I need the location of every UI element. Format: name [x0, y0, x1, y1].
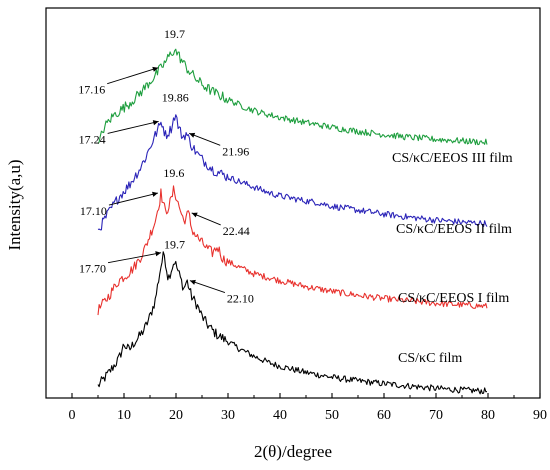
series-line	[97, 251, 488, 395]
peak-arrowhead	[189, 132, 196, 138]
peak-arrow	[107, 67, 159, 85]
peak-arrow	[189, 280, 226, 294]
series-label: CS/κC/EEOS II film	[396, 222, 512, 237]
peak-label: 17.70	[79, 262, 106, 276]
peak-label: 19.7	[164, 27, 185, 41]
peak-arrowhead	[152, 191, 158, 197]
peak-label: 19.86	[162, 90, 189, 104]
x-tick-label: 0	[69, 408, 76, 423]
x-tick-label: 50	[325, 408, 339, 423]
peak-label: 22.10	[227, 292, 254, 306]
plot-area	[45, 7, 541, 399]
peak-label: 22.44	[223, 224, 250, 238]
series-label: CS/κC/EEOS I film	[398, 291, 509, 306]
x-tick-label: 80	[481, 408, 495, 423]
series-line	[97, 48, 488, 146]
peak-arrow	[107, 120, 159, 134]
series-layer	[97, 48, 488, 395]
x-axis-title: 2(θ)/degree	[254, 442, 332, 461]
series-label: CS/κC/EEOS III film	[392, 151, 513, 166]
peak-label: 17.10	[80, 204, 107, 218]
annotation-layer: CS/κC film 17.70 19.7 22.10 CS/κC/EEOS I fil…	[78, 27, 512, 366]
plot-frame	[45, 7, 541, 399]
peak-arrowhead	[152, 66, 159, 72]
peak-label: 21.96	[222, 144, 249, 158]
peak-arrowhead	[152, 120, 159, 126]
x-tick-label: 20	[169, 408, 183, 423]
axis-layer: 0 10 20 30 40 50 60 70 80 90	[45, 393, 547, 423]
peak-label: 17.16	[78, 83, 105, 97]
series-label: CS/κC film	[398, 351, 462, 366]
peak-arrow	[108, 192, 159, 206]
peak-arrow	[107, 252, 162, 264]
x-tick-label: 60	[377, 408, 391, 423]
peak-label: 19.7	[164, 238, 185, 252]
series-line	[97, 185, 488, 316]
peak-arrowhead	[191, 212, 198, 218]
peak-arrowhead	[155, 251, 162, 257]
x-tick-label: 30	[221, 408, 235, 423]
peak-label: 17.24	[79, 132, 106, 146]
x-tick-label: 90	[533, 408, 547, 423]
peak-arrow	[189, 132, 221, 146]
series-line	[97, 114, 488, 231]
x-tick-label: 10	[117, 408, 131, 423]
peak-label: 19.6	[163, 166, 184, 180]
x-tick-label: 70	[429, 408, 443, 423]
peak-arrowhead	[189, 279, 196, 285]
y-axis-title: Intensity(a,u)	[5, 159, 24, 250]
x-tick-label: 40	[273, 408, 287, 423]
